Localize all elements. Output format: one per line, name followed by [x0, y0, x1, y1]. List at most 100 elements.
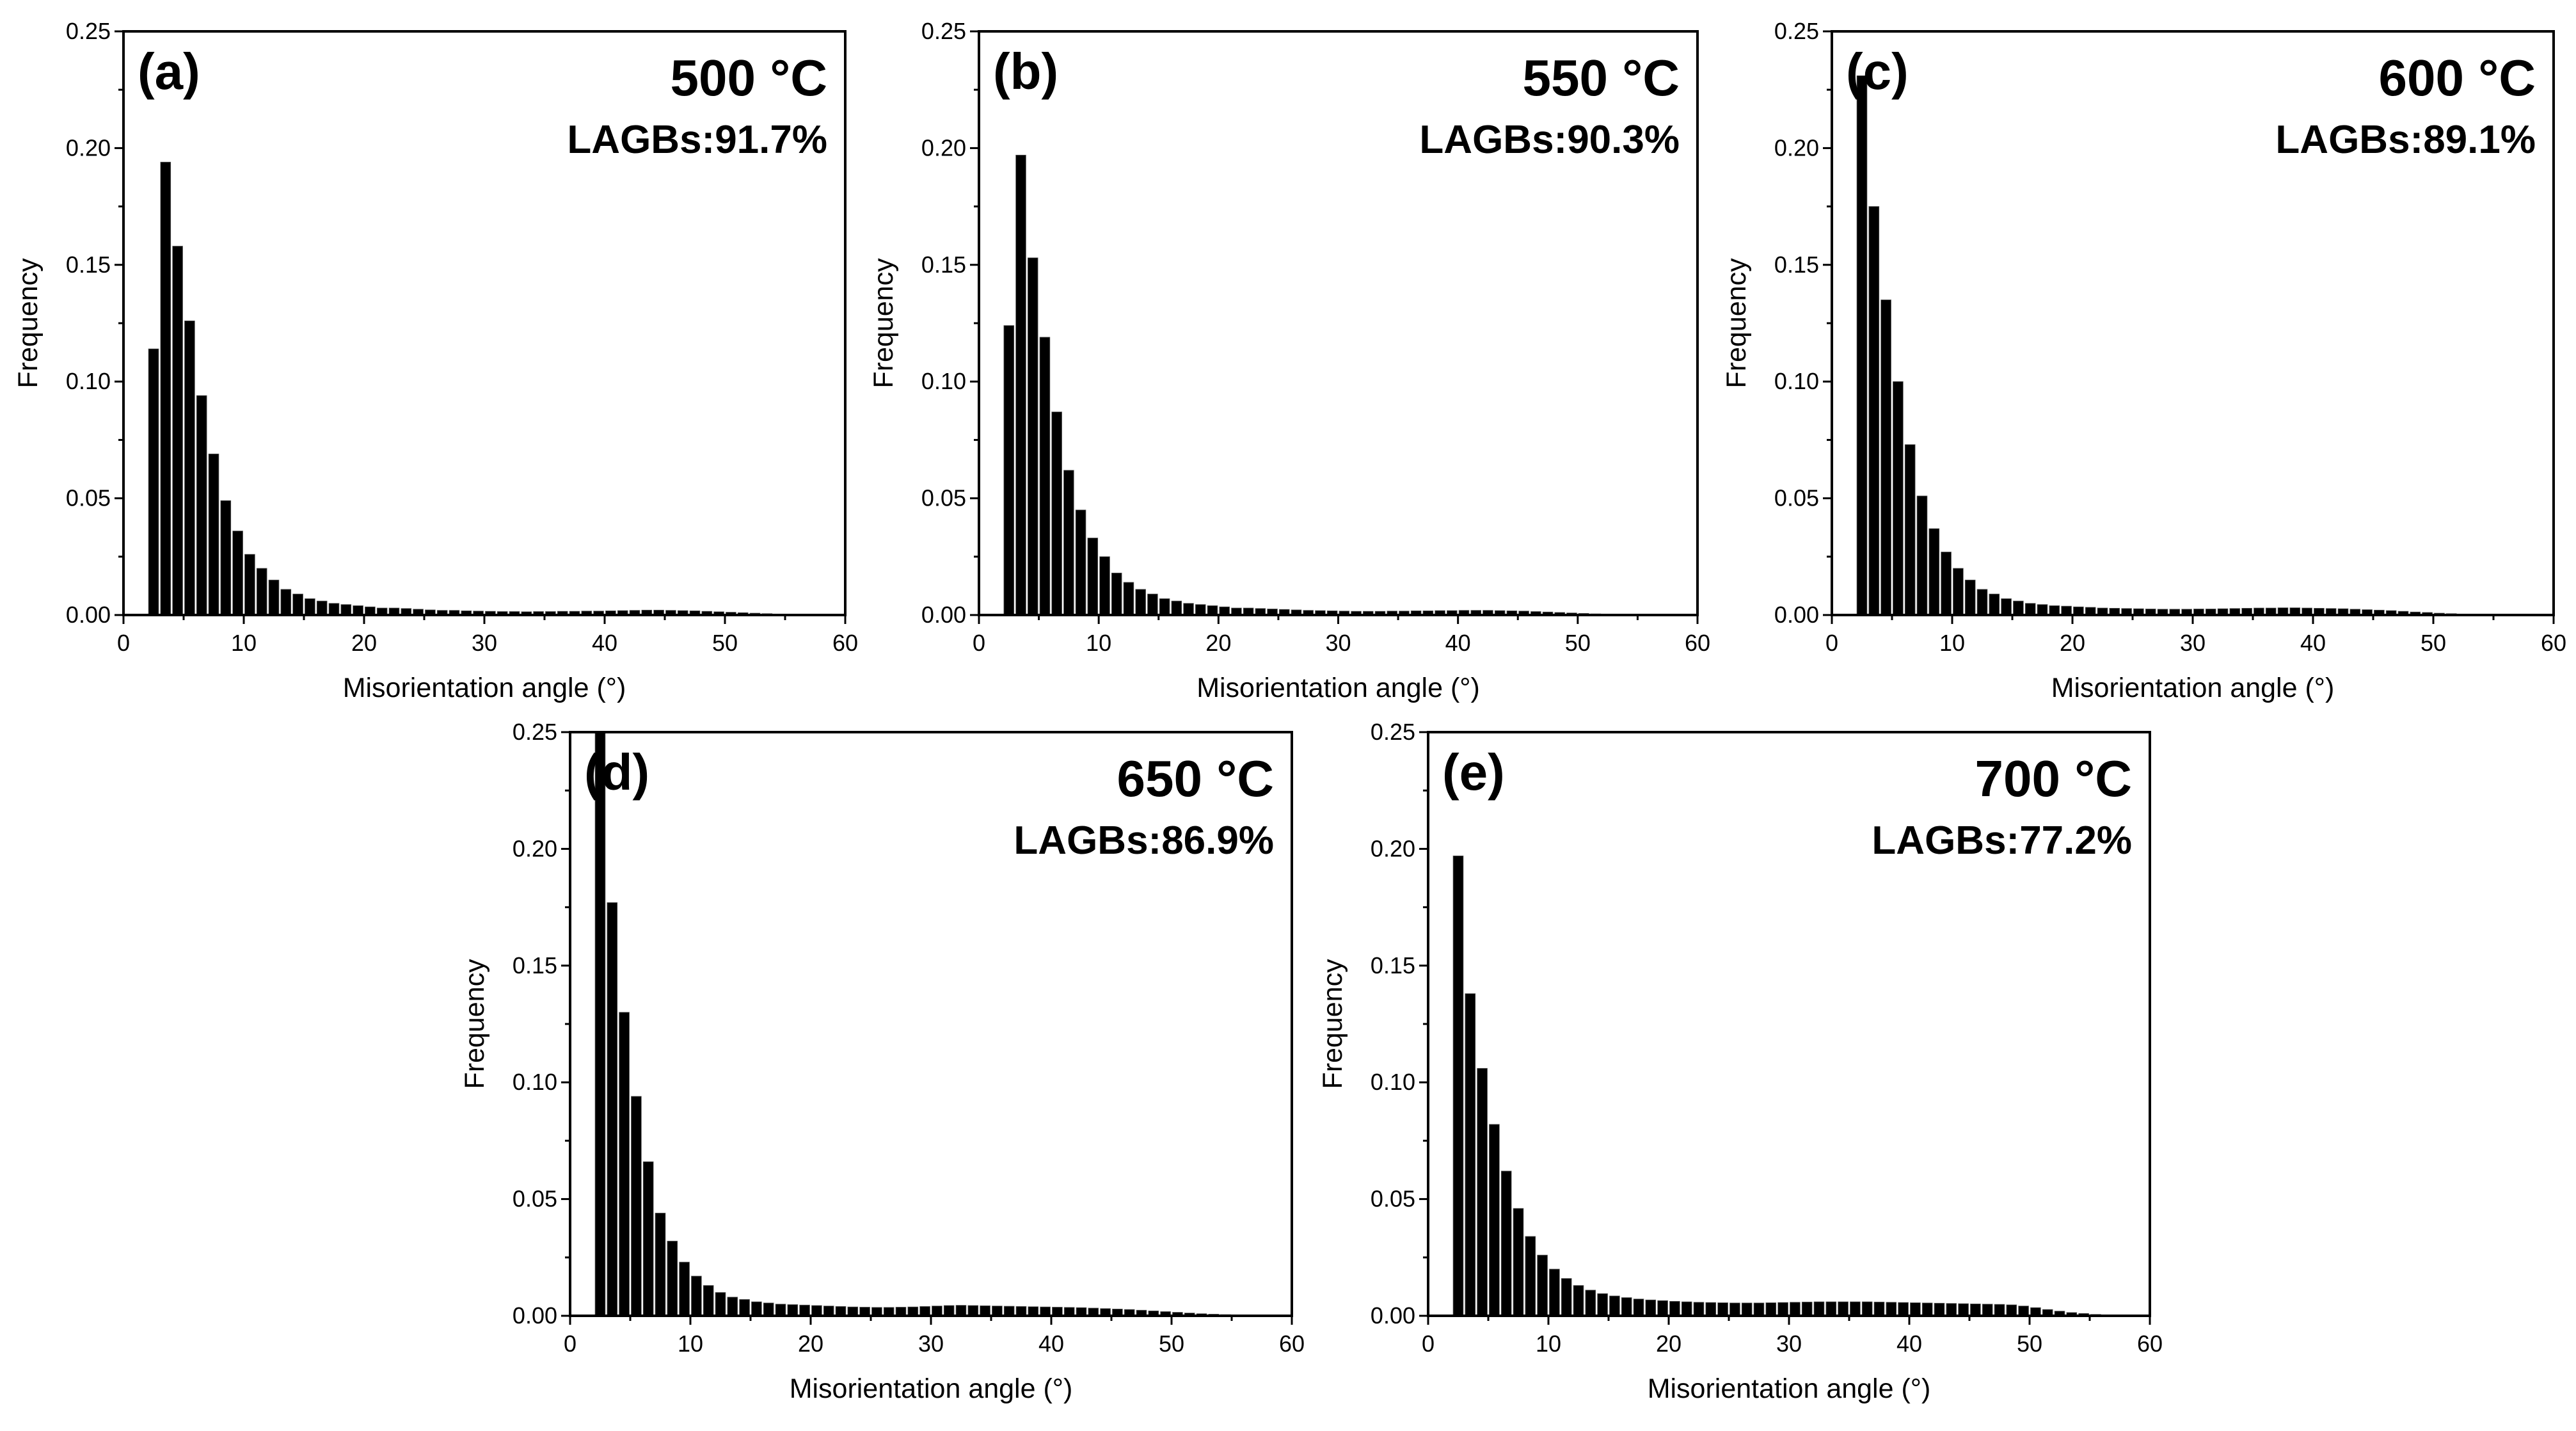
y-tick-label: 0.05: [513, 1186, 557, 1212]
bar: [328, 603, 340, 615]
bar: [1015, 154, 1026, 615]
bar: [1921, 1302, 1933, 1316]
bar: [593, 611, 604, 615]
bar: [208, 453, 219, 615]
y-axis-label: Frequency: [1721, 258, 1752, 388]
bar: [2097, 607, 2108, 615]
bar: [1657, 1300, 1668, 1316]
y-tick-label: 0.05: [66, 485, 111, 511]
y-tick-label: 0.10: [1774, 368, 1819, 394]
bar: [1243, 607, 1254, 615]
bar: [1518, 611, 1529, 615]
bar: [268, 579, 280, 615]
chart-svg: 0 10 20 30 40 50 60 0.00 0.05 0.10 0.15 0.20 0.25 Mis…: [1317, 719, 2163, 1404]
y-tick-label: 0.20: [66, 134, 111, 161]
bar: [895, 1307, 907, 1316]
bar: [1964, 579, 1976, 615]
y-tick-label: 0.00: [1371, 1302, 1415, 1329]
lagbs-annotation: LAGBs:77.2%: [1872, 819, 2132, 863]
temperature-title: 650 °C: [1117, 750, 1274, 807]
bar: [557, 611, 568, 615]
chart-panel-b: 0 10 20 30 40 50 60 0.00 0.05 0.10 0.15 0.20 0.25 Mis…: [851, 18, 1723, 721]
bar: [847, 1306, 859, 1316]
bar: [425, 609, 436, 615]
x-tick-label: 60: [2541, 630, 2566, 656]
bar: [1207, 605, 1218, 615]
x-tick-label: 0: [1825, 630, 1838, 656]
bar: [739, 1299, 750, 1316]
bar: [1868, 206, 1880, 615]
bar: [2169, 609, 2181, 615]
bar: [1159, 598, 1170, 615]
bar: [1898, 1302, 1909, 1316]
bar: [642, 1161, 654, 1316]
x-axis-label: Misorientation angle (°): [1648, 1373, 1931, 1404]
bar: [1801, 1302, 1813, 1316]
bar: [1339, 611, 1350, 615]
bar: [1729, 1302, 1740, 1316]
y-tick-label: 0.15: [1774, 252, 1819, 278]
bar: [1003, 325, 1015, 615]
bar: [1279, 609, 1290, 615]
lagbs-annotation: LAGBs:89.1%: [2275, 118, 2536, 162]
bar: [787, 1304, 799, 1316]
bar: [2277, 607, 2289, 615]
lagbs-annotation: LAGBs:91.7%: [567, 118, 827, 162]
x-tick-label: 50: [1565, 630, 1591, 656]
y-tick-label: 0.05: [1371, 1186, 1415, 1212]
x-tick-label: 50: [1159, 1331, 1184, 1357]
bar: [232, 531, 243, 615]
bar: [701, 611, 713, 615]
bar: [388, 607, 400, 615]
y-tick-label: 0.20: [513, 835, 557, 861]
bar: [2024, 603, 2036, 615]
bar: [1051, 412, 1062, 615]
bar: [2349, 609, 2361, 615]
bar: [2085, 607, 2096, 615]
y-tick-label: 0.25: [1371, 719, 1415, 745]
x-axis-label: Misorientation angle (°): [2051, 673, 2335, 703]
bar: [1916, 495, 1928, 615]
bar: [2254, 607, 2264, 615]
x-tick-label: 30: [472, 630, 497, 656]
bar: [1099, 556, 1110, 615]
bar: [727, 1297, 738, 1316]
bar: [1052, 1307, 1063, 1316]
x-tick-label: 40: [1445, 630, 1471, 656]
bar: [1982, 1304, 1993, 1316]
bar: [184, 320, 195, 615]
bar: [1893, 381, 1904, 615]
bar: [1040, 1306, 1051, 1316]
bar: [1477, 1067, 1488, 1316]
bar: [1075, 509, 1086, 615]
x-tick-label: 20: [351, 630, 377, 656]
bar: [1195, 604, 1206, 615]
bar: [1537, 1254, 1548, 1316]
x-tick-label: 20: [1656, 1331, 1682, 1357]
bar: [196, 395, 207, 615]
bar: [1861, 1301, 1873, 1316]
bar: [1549, 1268, 1560, 1316]
bar: [955, 1305, 967, 1316]
bar: [835, 1306, 847, 1316]
bar: [1717, 1302, 1728, 1316]
x-tick-label: 10: [231, 630, 257, 656]
bar: [1910, 1302, 1921, 1316]
y-tick-label: 0.20: [921, 134, 966, 161]
x-tick-label: 40: [1896, 1331, 1922, 1357]
bar: [619, 1012, 630, 1316]
bar: [1015, 1306, 1027, 1316]
bar: [581, 611, 592, 615]
bar: [2362, 609, 2373, 615]
bar: [1063, 470, 1074, 615]
y-tick-label: 0.00: [513, 1302, 557, 1329]
bar: [1958, 1303, 1969, 1316]
bar: [763, 1302, 774, 1316]
bar: [1027, 257, 1038, 615]
bars: [594, 732, 1255, 1316]
bar: [1135, 589, 1146, 615]
bar: [1953, 568, 1964, 615]
bar: [1669, 1300, 1680, 1316]
y-tick-label: 0.20: [1774, 134, 1819, 161]
